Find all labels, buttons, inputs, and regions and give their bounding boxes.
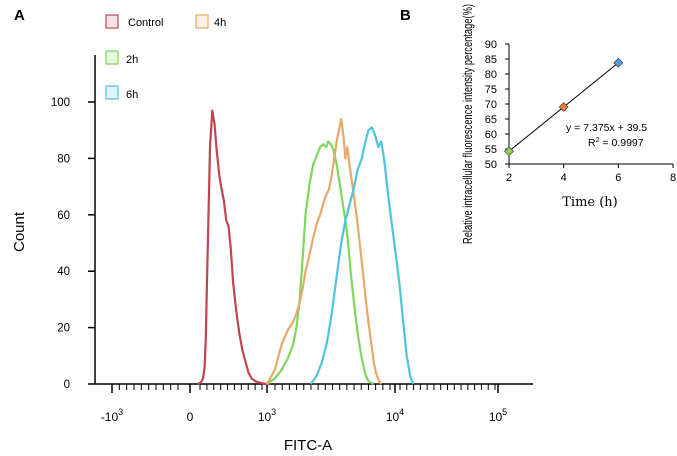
panel-a-ytick-label: 40 [57, 266, 70, 278]
panel-b-xtick-label: 2 [506, 172, 512, 184]
panel-a-ylabel: Count [11, 211, 28, 252]
panel-b-ytick-label: 85 [485, 54, 497, 66]
panel-b-ytick-label: 90 [485, 39, 497, 51]
panel-b-equation: y = 7.375x + 39.5 [566, 122, 647, 134]
panel-b-ytick-label: 55 [485, 144, 497, 156]
panel-b-ytick-label: 80 [485, 69, 497, 81]
series-line-2h [266, 140, 375, 385]
panel-b-ytick-label: 50 [485, 159, 497, 171]
panel-a-ytick-label: 80 [57, 153, 70, 165]
panel-b-xlabel: Time (h) [562, 195, 618, 210]
series-line-control [197, 109, 271, 386]
legend-swatch-2h [105, 50, 119, 65]
panel-a-xtick-label: 104 [386, 407, 404, 424]
panel-b-ytick-label: 65 [485, 114, 497, 126]
panel-a-legend: Control 4h 2h 6h [105, 14, 226, 101]
panel-a-ytick-label: 100 [51, 97, 70, 109]
panel-a-flow-histogram: A 0 20 40 60 80 100 -103 0 103 104 105 Count FITC… [11, 7, 533, 454]
panel-b-linear-fit: B 50 55 60 65 70 75 80 85 90 2 4 6 8 y = 7.375x + 3… [400, 4, 676, 244]
panel-b-point-6h [613, 57, 624, 68]
legend-swatch-4h [195, 14, 209, 29]
panel-a-ytick-label: 0 [64, 379, 70, 391]
legend-label-6h: 6h [126, 89, 138, 101]
legend-label-4h: 4h [214, 17, 226, 29]
panel-b-ytick-label: 70 [485, 99, 497, 111]
panel-b-point-2h [504, 146, 514, 157]
legend-label-control: Control [128, 17, 163, 29]
r2-r: R [588, 137, 596, 149]
series-line-4h [266, 117, 383, 385]
panel-b-r-squared: R2 = 0.9997 [588, 137, 644, 149]
legend-swatch-6h [105, 85, 119, 100]
panel-b-xtick-label: 6 [615, 172, 621, 184]
legend-label-2h: 2h [126, 54, 138, 66]
panel-b-point-4h [558, 102, 569, 112]
r2-value: = 0.9997 [600, 137, 644, 149]
panel-a-xtick-label: -103 [101, 407, 123, 424]
panel-a-ytick-label: 20 [57, 323, 70, 335]
panel-b-xtick-label: 8 [670, 172, 676, 184]
panel-b-ytick-label: 60 [485, 129, 497, 141]
legend-swatch-control [105, 14, 119, 29]
panel-b-ylabel: Relative intracellular fluorescence inte… [461, 4, 475, 244]
r2-exp: 2 [596, 137, 600, 144]
panel-a-label: A [14, 7, 25, 24]
panel-a-xlabel: FITC-A [284, 437, 332, 454]
panel-b-ytick-label: 75 [485, 84, 497, 96]
panel-a-xtick-label: 0 [187, 410, 194, 424]
panel-a-xtick-label: 105 [489, 407, 507, 424]
panel-a-xtick-label: 103 [258, 407, 276, 424]
series-line-6h [309, 126, 415, 385]
panel-b-xtick-label: 4 [561, 172, 567, 184]
panel-b-label: B [400, 7, 411, 24]
panel-a-ytick-label: 60 [57, 210, 70, 222]
